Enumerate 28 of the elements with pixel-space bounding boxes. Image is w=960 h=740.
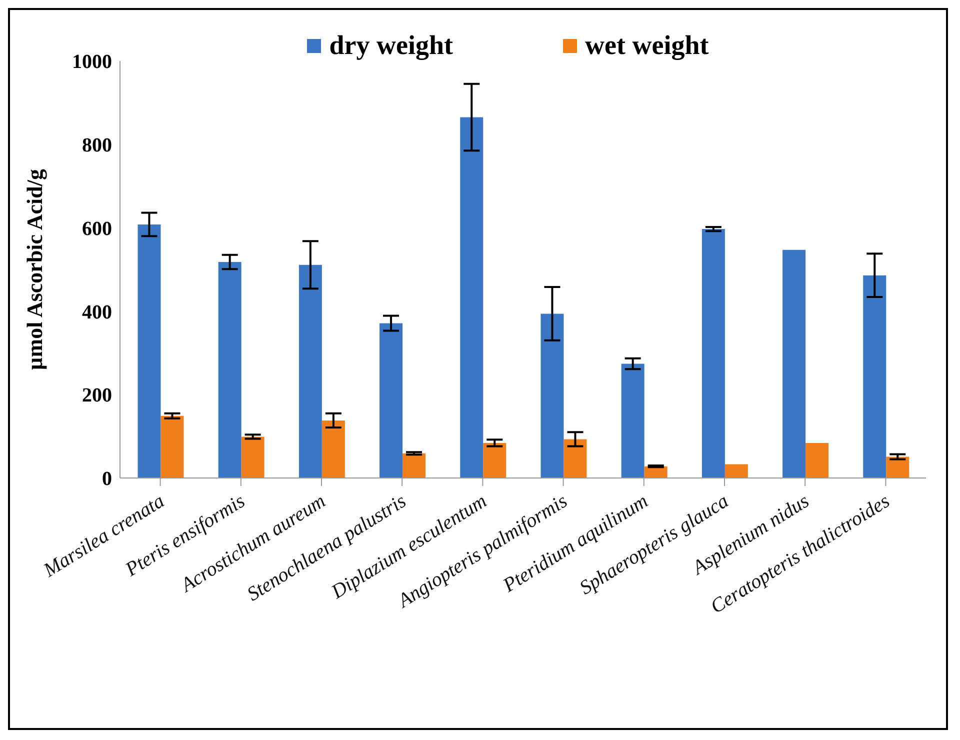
bar [886, 456, 910, 478]
y-tick-label: 600 [82, 218, 112, 240]
legend-label: wet weight [585, 30, 709, 61]
bar [540, 314, 564, 478]
bar [483, 442, 506, 478]
bar [380, 323, 403, 478]
bar [402, 453, 426, 478]
y-axis-title: µmol Ascorbic Acid/g [22, 169, 47, 370]
y-tick-label: 400 [82, 301, 112, 324]
y-tick-label: 1000 [72, 51, 112, 74]
bar [724, 464, 748, 478]
bar [322, 420, 345, 478]
y-tick-label: 800 [82, 134, 112, 156]
bar [138, 224, 161, 478]
bar [160, 416, 184, 478]
bar [621, 364, 644, 478]
bar [564, 439, 587, 478]
bar [702, 229, 725, 478]
y-tick-label: 200 [82, 384, 112, 407]
bar [298, 264, 322, 478]
bar [460, 117, 484, 478]
bar [863, 275, 886, 478]
bar [241, 436, 264, 478]
bar [806, 442, 829, 478]
bar [218, 262, 242, 478]
y-tick-label: 0 [102, 468, 112, 490]
bar [782, 250, 806, 478]
legend-label: dry weight [329, 30, 454, 61]
